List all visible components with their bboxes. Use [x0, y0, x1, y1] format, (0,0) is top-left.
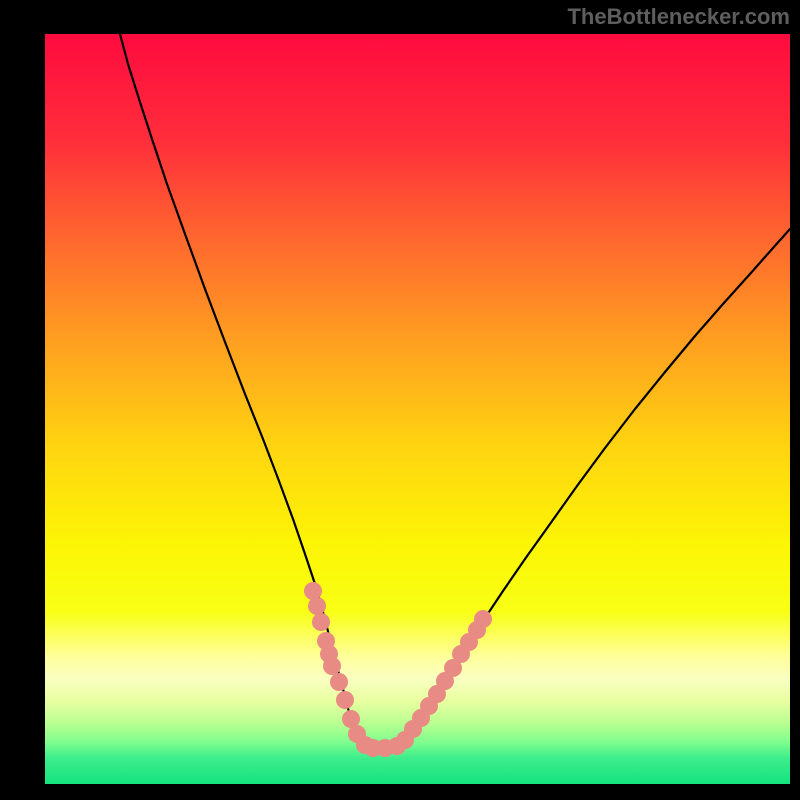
data-marker: [312, 613, 330, 631]
data-marker: [336, 691, 354, 709]
data-marker: [474, 610, 492, 628]
watermark: TheBottlenecker.com: [567, 4, 790, 30]
data-marker: [323, 657, 341, 675]
data-marker: [330, 673, 348, 691]
plot-area: [45, 34, 790, 784]
curve-segment: [407, 229, 790, 740]
curves-svg: [45, 34, 790, 784]
data-marker: [308, 597, 326, 615]
watermark-text: TheBottlenecker.com: [567, 4, 790, 29]
